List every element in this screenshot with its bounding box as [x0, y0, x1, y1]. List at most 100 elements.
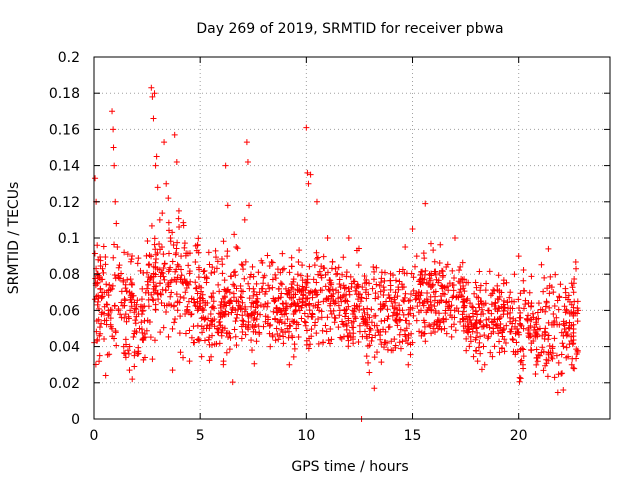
data-point — [212, 247, 219, 254]
data-point — [374, 349, 381, 356]
data-point — [134, 260, 141, 267]
data-point — [333, 271, 340, 278]
data-point — [100, 269, 107, 276]
data-point — [501, 348, 508, 355]
data-point — [146, 319, 153, 326]
data-point — [495, 272, 502, 279]
data-point — [555, 306, 562, 313]
data-point — [111, 335, 118, 342]
data-point — [165, 250, 172, 257]
data-point — [154, 250, 161, 257]
data-point — [453, 294, 460, 301]
data-point — [221, 311, 228, 318]
data-point — [402, 290, 409, 297]
data-point — [268, 259, 275, 266]
data-point — [326, 302, 333, 309]
data-point — [139, 329, 146, 336]
data-point — [457, 286, 464, 293]
data-point — [318, 314, 325, 321]
data-point — [315, 315, 322, 322]
data-point — [228, 309, 235, 316]
data-point — [568, 333, 575, 340]
data-point — [209, 318, 216, 325]
data-point — [436, 260, 443, 267]
data-point — [525, 332, 532, 339]
data-point — [561, 325, 568, 332]
data-point — [405, 361, 412, 368]
data-point — [152, 162, 159, 169]
data-point — [409, 305, 416, 312]
data-point — [443, 264, 450, 271]
x-tick-label: 5 — [196, 428, 205, 444]
data-point — [239, 317, 246, 324]
data-point — [400, 311, 407, 318]
data-point — [520, 325, 527, 332]
data-point — [182, 330, 189, 337]
data-point — [558, 329, 565, 336]
data-point — [364, 305, 371, 312]
data-point — [358, 294, 365, 301]
data-point — [346, 288, 353, 295]
data-point — [390, 309, 397, 316]
data-point — [513, 339, 520, 346]
data-point — [532, 319, 539, 326]
data-point — [371, 268, 378, 275]
data-point — [165, 268, 172, 275]
data-point — [169, 258, 176, 265]
data-point — [120, 277, 127, 284]
data-point — [463, 335, 470, 342]
data-point — [151, 337, 158, 344]
data-point — [428, 330, 435, 337]
data-point — [208, 293, 215, 300]
data-point — [163, 180, 170, 187]
data-point — [373, 281, 380, 288]
data-point — [299, 277, 306, 284]
data-point — [571, 365, 578, 372]
data-point — [540, 367, 547, 374]
data-point — [525, 299, 532, 306]
data-point — [309, 289, 316, 296]
data-point — [549, 355, 556, 362]
data-point — [279, 328, 286, 335]
data-point — [262, 313, 269, 320]
data-point — [238, 335, 245, 342]
data-point — [520, 287, 527, 294]
data-point — [232, 307, 239, 314]
data-point — [463, 347, 470, 354]
data-point — [238, 305, 245, 312]
data-point — [182, 289, 189, 296]
data-point — [478, 366, 485, 373]
data-point — [176, 223, 183, 230]
data-point — [196, 337, 203, 344]
data-point — [405, 334, 412, 341]
data-point — [403, 270, 410, 277]
data-point — [265, 316, 272, 323]
data-point — [238, 287, 245, 294]
data-point — [199, 329, 206, 336]
data-point — [237, 283, 244, 290]
data-point — [324, 314, 331, 321]
data-point — [185, 298, 192, 305]
data-point — [366, 369, 373, 376]
data-point — [99, 265, 106, 272]
data-point — [150, 270, 157, 277]
data-point — [477, 319, 484, 326]
data-point — [154, 184, 161, 191]
data-point — [339, 318, 346, 325]
data-point — [211, 268, 218, 275]
data-point — [339, 271, 346, 278]
data-point — [551, 335, 558, 342]
data-point — [299, 262, 306, 269]
data-point — [322, 271, 329, 278]
data-point — [305, 180, 312, 187]
data-point — [195, 274, 202, 281]
data-point — [303, 284, 310, 291]
data-point — [349, 324, 356, 331]
data-point — [371, 385, 378, 392]
data-point — [285, 334, 292, 341]
data-point — [144, 285, 151, 292]
data-point — [295, 334, 302, 341]
data-point — [424, 289, 431, 296]
data-point — [150, 279, 157, 286]
